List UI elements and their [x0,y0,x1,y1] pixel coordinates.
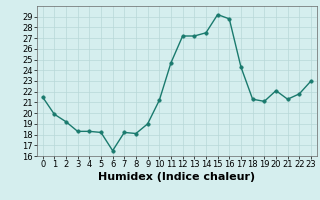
X-axis label: Humidex (Indice chaleur): Humidex (Indice chaleur) [98,172,255,182]
